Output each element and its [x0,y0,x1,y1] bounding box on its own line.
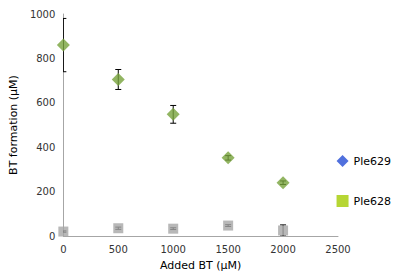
svg-text:2500: 2500 [325,244,350,255]
svg-text:Ple629: Ple629 [354,155,391,168]
svg-text:200: 200 [36,186,55,197]
svg-text:800: 800 [36,53,55,64]
svg-text:Added BT (μM): Added BT (μM) [160,259,241,272]
svg-text:1000: 1000 [30,9,55,20]
svg-text:BT formation (μM): BT formation (μM) [7,75,20,175]
svg-text:1500: 1500 [215,244,240,255]
svg-text:Ple628: Ple628 [354,195,391,208]
svg-text:1000: 1000 [160,244,185,255]
svg-text:0: 0 [60,244,66,255]
svg-text:400: 400 [36,142,55,153]
svg-text:600: 600 [36,97,55,108]
svg-text:0: 0 [49,231,55,242]
svg-text:2000: 2000 [270,244,295,255]
svg-text:500: 500 [109,244,128,255]
